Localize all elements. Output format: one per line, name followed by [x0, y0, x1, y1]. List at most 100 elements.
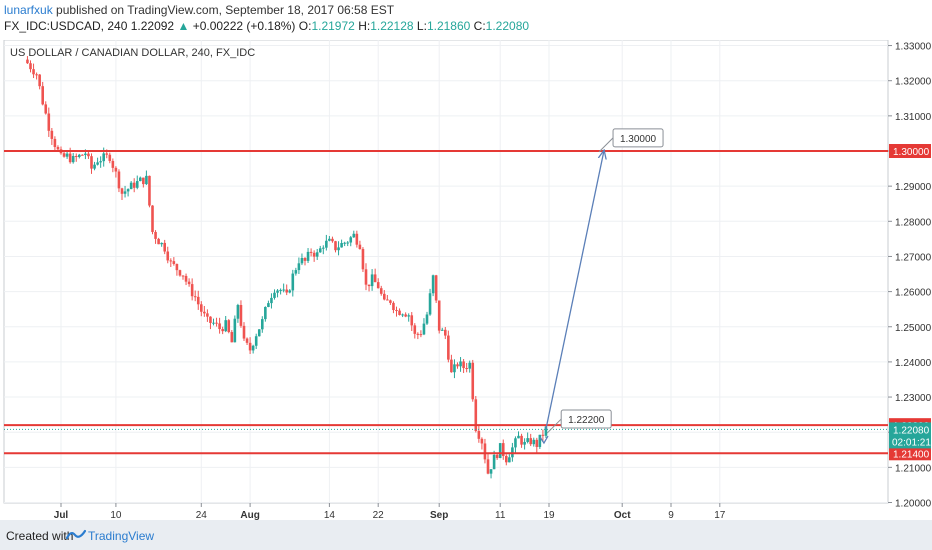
overlay-group[interactable]: 1.30000 1.22200: [4, 128, 888, 445]
candle-body: [495, 454, 499, 459]
candle-body: [440, 329, 444, 331]
footer-bar: Created with TradingView: [0, 520, 932, 550]
time-tick-label: 17: [714, 510, 726, 520]
candle-body: [315, 252, 319, 257]
callout-box[interactable]: [612, 128, 664, 148]
candle-body: [331, 238, 334, 242]
candle-body: [38, 74, 41, 87]
candle-body: [471, 362, 475, 400]
level-price-badge: [889, 446, 931, 461]
low-value: 1.21860: [426, 19, 471, 33]
candle-body: [541, 434, 545, 436]
candle-body: [157, 238, 160, 245]
candle-body: [410, 315, 414, 326]
candle-body: [200, 304, 203, 312]
candle-body: [480, 438, 484, 444]
candle-body: [425, 314, 429, 324]
candle-body: [56, 147, 60, 150]
low-label: L:: [416, 19, 427, 33]
candle-body: [53, 138, 57, 148]
candle-body: [215, 322, 218, 324]
close-value: 1.22080: [485, 19, 530, 33]
time-tick-label: 24: [196, 510, 208, 520]
candle-body: [26, 59, 29, 64]
time-tick-label: Oct: [614, 510, 631, 520]
candle-body: [447, 335, 450, 360]
candle-body: [322, 247, 325, 249]
candle-body: [538, 434, 542, 447]
candle-body: [544, 426, 548, 436]
price-tick-label: 1.24000: [895, 358, 932, 369]
candle-body: [172, 261, 176, 264]
candle-body: [117, 171, 121, 189]
candle-body: [62, 153, 66, 157]
candle-body: [343, 242, 346, 244]
price-tick-label: 1.32000: [895, 77, 932, 88]
candle-body: [224, 320, 227, 332]
candle-body: [450, 359, 453, 373]
candle-body: [160, 242, 163, 245]
candle-body: [71, 156, 75, 163]
candle-body: [181, 275, 185, 277]
candle-body: [65, 153, 69, 157]
candle-body: [492, 454, 496, 470]
open-label: O:: [298, 19, 312, 33]
time-tick-label: Jul: [54, 510, 69, 520]
candle-body: [456, 364, 459, 367]
candle-body: [84, 153, 87, 156]
candle-body: [386, 299, 389, 301]
close-label: C:: [473, 19, 486, 33]
candle-body: [486, 459, 490, 474]
candle-body: [178, 270, 182, 276]
high-value: 1.22128: [370, 19, 414, 33]
candle-body: [139, 177, 142, 182]
levels-group[interactable]: [4, 150, 888, 455]
ohlc-line: FX_IDC:USDCAD, 240 1.22092 ▲ +0.00222 (+…: [4, 19, 529, 33]
price-axis[interactable]: 1.200001.210001.220001.230001.240001.250…: [888, 42, 932, 510]
candle-body: [233, 318, 237, 343]
candle-body: [248, 342, 252, 351]
chart-title: US DOLLAR / CANADIAN DOLLAR, 240, FX_IDC: [10, 47, 255, 59]
current-price-badge: [889, 422, 931, 449]
candle-body: [166, 251, 170, 261]
candle-body: [245, 338, 249, 343]
candle-body: [318, 248, 322, 253]
candle-body: [193, 296, 197, 298]
candle-body: [419, 334, 423, 336]
time-tick-label: 14: [324, 510, 336, 520]
candle-body: [297, 263, 301, 271]
time-axis[interactable]: Jul 10 24 Aug 14 22 Sep 11 19 Oct 9 17: [54, 503, 726, 520]
candle-body: [395, 310, 398, 312]
candle-body: [325, 240, 328, 248]
price-tick-label: 1.20000: [895, 499, 932, 510]
price-tick-label: 1.29000: [895, 182, 932, 193]
candle-body: [175, 263, 179, 271]
projection-arrow[interactable]: [545, 151, 604, 430]
time-tick-label: Sep: [430, 510, 448, 520]
candle-body: [434, 275, 438, 301]
time-tick-label: 9: [668, 510, 674, 520]
tradingview-logo-icon[interactable]: [66, 528, 86, 542]
candle-body: [312, 252, 316, 257]
change-value: +0.00222 (+0.18%): [192, 19, 296, 33]
candle-body: [169, 260, 173, 262]
candle-body: [154, 231, 157, 239]
plot-area[interactable]: [3, 40, 889, 504]
candle-body: [35, 74, 38, 76]
current-price-label: 1.22080: [893, 425, 930, 436]
callout-box[interactable]: [560, 409, 612, 429]
price-tick-label: 1.21000: [895, 463, 932, 474]
candle-body: [462, 361, 465, 369]
author-link[interactable]: lunarfxuk: [4, 3, 53, 17]
candle-body: [361, 249, 365, 270]
candle-body: [520, 435, 523, 445]
candle-body: [501, 443, 505, 456]
candle-body: [428, 293, 432, 315]
candle-body: [346, 242, 349, 244]
tradingview-brand-link[interactable]: TradingView: [88, 529, 155, 543]
candle-body: [254, 336, 258, 346]
candle-body: [422, 323, 426, 335]
candle-body: [142, 177, 145, 185]
time-tick-label: 22: [373, 510, 385, 520]
